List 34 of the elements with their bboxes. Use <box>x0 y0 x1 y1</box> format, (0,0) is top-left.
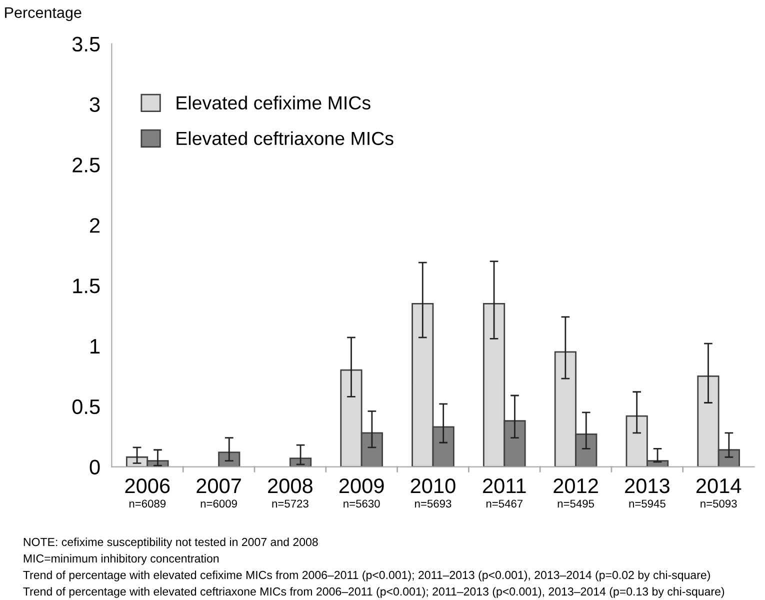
text: n=5723 <box>272 500 308 508</box>
text: n=5467 <box>486 500 523 508</box>
text: n=5945 <box>629 500 666 508</box>
x-tick-label: 2009 <box>339 478 384 494</box>
legend-label: Elevated ceftriaxone MICs <box>176 131 394 146</box>
y-tick-label: 0 <box>90 460 100 475</box>
y-tick-label: 2.5 <box>72 158 100 172</box>
text: n=6089 <box>129 500 166 508</box>
bar <box>218 452 240 467</box>
text: n=5630 <box>344 500 380 508</box>
x-tick-label: 2007 <box>196 478 241 494</box>
legend-label: Elevated cefixime MICs <box>176 96 370 110</box>
text: n=5495 <box>558 500 594 508</box>
text: NOTE: cefixime susceptibility not tested in 2007 and 2008 <box>24 538 318 548</box>
y-tick-label: 1.5 <box>73 278 100 294</box>
text: MIC=minimum inhibitory concentration <box>24 554 219 565</box>
y-axis-title: Percentage <box>5 7 82 21</box>
text: Trend of percentage with elevated ceftriaxone MICs from 2006–2011 (p<0.001); 2011–2013 (p<0.001), 2013–2014 (p=0.13 by chi-square) <box>23 587 724 598</box>
x-tick-label: 2012 <box>554 478 598 494</box>
x-tick-label: 2008 <box>268 478 312 494</box>
text: Trend of percentage with elevated cefixime MICs from 2006–2011 (p<0.001); 2011–2013 (p<0.001), 2013–2014 (p=0.02 by chi-square) <box>23 570 710 582</box>
text: n=6009 <box>200 500 237 508</box>
y-tick-label: 3 <box>90 97 100 112</box>
y-tick-label: 2 <box>90 218 100 233</box>
y-tick-label: 3.5 <box>72 36 100 52</box>
x-tick-label: 2014 <box>696 478 742 494</box>
x-tick-label: 2006 <box>125 478 170 494</box>
y-tick-label: 1 <box>90 339 100 354</box>
x-tick-label: 2011 <box>483 478 526 494</box>
text: n=5693 <box>415 500 452 508</box>
x-tick-label: 2013 <box>625 478 670 494</box>
y-tick-label: 0.5 <box>72 399 100 414</box>
text: n=5093 <box>700 500 737 508</box>
x-tick-label: 2010 <box>410 478 456 494</box>
